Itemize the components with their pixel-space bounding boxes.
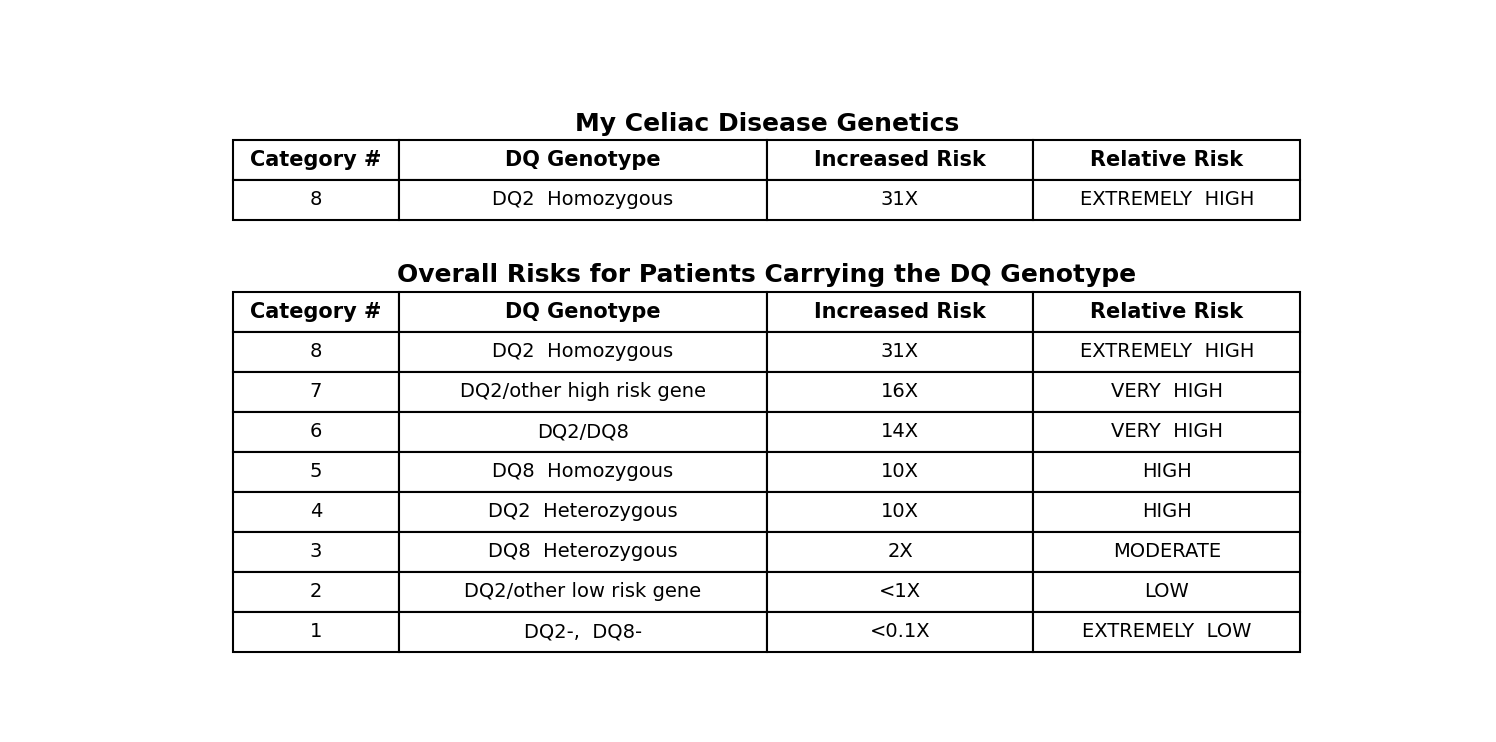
Text: DQ8  Heterozygous: DQ8 Heterozygous [488,542,678,561]
Text: DQ8  Homozygous: DQ8 Homozygous [492,462,673,482]
Text: HIGH: HIGH [1141,462,1192,482]
Text: LOW: LOW [1144,582,1189,601]
Text: <0.1X: <0.1X [869,623,931,641]
Bar [766,332,1034,372]
Bar [233,292,399,332]
Text: Relative Risk: Relative Risk [1091,301,1243,321]
Text: 10X: 10X [881,462,919,482]
Text: MODERATE: MODERATE [1113,542,1221,561]
Text: DQ Genotype: DQ Genotype [504,301,661,321]
Bar [766,572,1034,612]
Text: 31X: 31X [881,191,919,209]
Bar [766,452,1034,492]
Text: HIGH: HIGH [1141,502,1192,522]
Text: VERY  HIGH: VERY HIGH [1110,422,1222,441]
Text: DQ2/DQ8: DQ2/DQ8 [537,422,628,441]
Bar [399,372,766,412]
Text: DQ2/other low risk gene: DQ2/other low risk gene [464,582,702,601]
Bar [766,292,1034,332]
Bar [399,452,766,492]
Text: Overall Risks for Patients Carrying the DQ Genotype: Overall Risks for Patients Carrying the … [396,263,1137,287]
Bar [399,139,766,180]
Text: 31X: 31X [881,342,919,361]
Text: 2X: 2X [887,542,913,561]
Bar [1034,372,1300,412]
Bar [766,372,1034,412]
Text: EXTREMELY  HIGH: EXTREMELY HIGH [1080,342,1254,361]
Bar [1034,292,1300,332]
Bar [1034,572,1300,612]
Text: Category #: Category # [250,301,381,321]
Text: Relative Risk: Relative Risk [1091,150,1243,170]
Text: 6: 6 [310,422,322,441]
Bar [1034,612,1300,652]
Text: Increased Risk: Increased Risk [814,301,986,321]
Bar [399,572,766,612]
Text: 5: 5 [310,462,322,482]
Text: 8: 8 [310,342,322,361]
Bar [1034,180,1300,220]
Bar [399,412,766,452]
Bar [766,532,1034,572]
Bar [1034,452,1300,492]
Bar [233,532,399,572]
Bar [233,612,399,652]
Text: EXTREMELY  LOW: EXTREMELY LOW [1082,623,1251,641]
Text: Increased Risk: Increased Risk [814,150,986,170]
Bar [233,332,399,372]
Text: 8: 8 [310,191,322,209]
Bar [233,452,399,492]
Text: Category #: Category # [250,150,381,170]
Bar [233,139,399,180]
Bar [1034,532,1300,572]
Bar [399,180,766,220]
Bar [766,492,1034,532]
Bar [766,180,1034,220]
Bar [399,532,766,572]
Text: DQ2-,  DQ8-: DQ2-, DQ8- [524,623,642,641]
Bar [399,492,766,532]
Text: <1X: <1X [880,582,922,601]
Text: 16X: 16X [881,382,919,401]
Text: EXTREMELY  HIGH: EXTREMELY HIGH [1080,191,1254,209]
Bar [1034,492,1300,532]
Bar [1034,332,1300,372]
Text: 10X: 10X [881,502,919,522]
Text: 7: 7 [310,382,322,401]
Text: 3: 3 [310,542,322,561]
Text: 1: 1 [310,623,322,641]
Text: DQ2/other high risk gene: DQ2/other high risk gene [459,382,706,401]
Text: My Celiac Disease Genetics: My Celiac Disease Genetics [574,112,959,136]
Bar [399,292,766,332]
Bar [399,332,766,372]
Bar [1034,139,1300,180]
Bar [233,180,399,220]
Text: VERY  HIGH: VERY HIGH [1110,382,1222,401]
Text: 2: 2 [310,582,322,601]
Text: 14X: 14X [881,422,919,441]
Bar [233,572,399,612]
Bar [1034,412,1300,452]
Text: DQ2  Homozygous: DQ2 Homozygous [492,191,673,209]
Bar [766,139,1034,180]
Text: 4: 4 [310,502,322,522]
Bar [233,372,399,412]
Bar [766,412,1034,452]
Bar [766,612,1034,652]
Text: DQ Genotype: DQ Genotype [504,150,661,170]
Bar [399,612,766,652]
Text: DQ2  Homozygous: DQ2 Homozygous [492,342,673,361]
Bar [233,492,399,532]
Bar [233,412,399,452]
Text: DQ2  Heterozygous: DQ2 Heterozygous [488,502,678,522]
